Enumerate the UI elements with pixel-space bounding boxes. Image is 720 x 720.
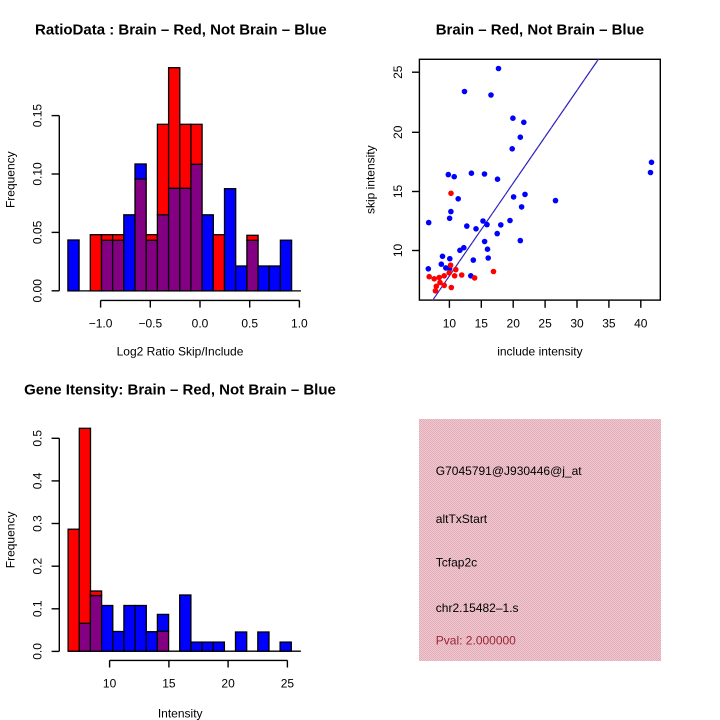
svg-text:Gene Itensity: Brain – Red, No: Gene Itensity: Brain – Red, Not Brain – … xyxy=(24,382,336,399)
svg-text:35: 35 xyxy=(602,317,616,331)
svg-text:Brain – Red, Not Brain – Blue: Brain – Red, Not Brain – Blue xyxy=(436,22,644,39)
svg-text:Frequency: Frequency xyxy=(3,512,17,569)
svg-text:25: 25 xyxy=(281,677,295,691)
svg-text:Frequency: Frequency xyxy=(3,151,17,208)
svg-text:20: 20 xyxy=(221,677,235,691)
svg-text:Log2 Ratio Skip/Include: Log2 Ratio Skip/Include xyxy=(117,345,244,359)
svg-text:0.5: 0.5 xyxy=(31,430,45,447)
svg-text:25: 25 xyxy=(538,317,552,331)
svg-text:altTxStart: altTxStart xyxy=(436,512,488,526)
svg-text:15: 15 xyxy=(162,677,176,691)
svg-text:0.10: 0.10 xyxy=(31,162,45,186)
svg-text:0.0: 0.0 xyxy=(192,317,209,331)
svg-text:1.0: 1.0 xyxy=(291,317,308,331)
svg-text:20: 20 xyxy=(507,317,521,331)
svg-text:10: 10 xyxy=(391,244,405,258)
svg-text:−1.0: −1.0 xyxy=(89,317,113,331)
svg-text:Intensity: Intensity xyxy=(158,706,203,720)
svg-text:0.00: 0.00 xyxy=(31,279,45,303)
svg-text:25: 25 xyxy=(391,65,405,79)
svg-text:0.2: 0.2 xyxy=(31,558,45,575)
svg-text:0.0: 0.0 xyxy=(31,643,45,660)
svg-text:0.5: 0.5 xyxy=(241,317,258,331)
svg-text:10: 10 xyxy=(443,317,457,331)
svg-text:Pval: 2.000000: Pval: 2.000000 xyxy=(436,633,516,647)
svg-text:0.05: 0.05 xyxy=(31,220,45,244)
svg-text:Tcfap2c: Tcfap2c xyxy=(436,556,477,570)
svg-text:15: 15 xyxy=(391,185,405,199)
svg-text:include intensity: include intensity xyxy=(497,345,582,359)
svg-text:0.4: 0.4 xyxy=(31,472,45,489)
svg-text:skip intensity: skip intensity xyxy=(363,145,377,214)
svg-text:−0.5: −0.5 xyxy=(138,317,162,331)
svg-text:20: 20 xyxy=(391,125,405,139)
svg-text:chr2.15482–1.s: chr2.15482–1.s xyxy=(436,601,519,615)
svg-text:0.3: 0.3 xyxy=(31,515,45,532)
svg-text:30: 30 xyxy=(570,317,584,331)
svg-text:0.15: 0.15 xyxy=(31,104,45,128)
svg-text:0.1: 0.1 xyxy=(31,600,45,617)
svg-text:15: 15 xyxy=(475,317,489,331)
svg-text:10: 10 xyxy=(103,677,117,691)
svg-text:RatioData : Brain – Red, Not B: RatioData : Brain – Red, Not Brain – Blu… xyxy=(35,22,327,39)
svg-text:40: 40 xyxy=(634,317,648,331)
svg-text:G7045791@J930446@j_at: G7045791@J930446@j_at xyxy=(436,464,582,478)
